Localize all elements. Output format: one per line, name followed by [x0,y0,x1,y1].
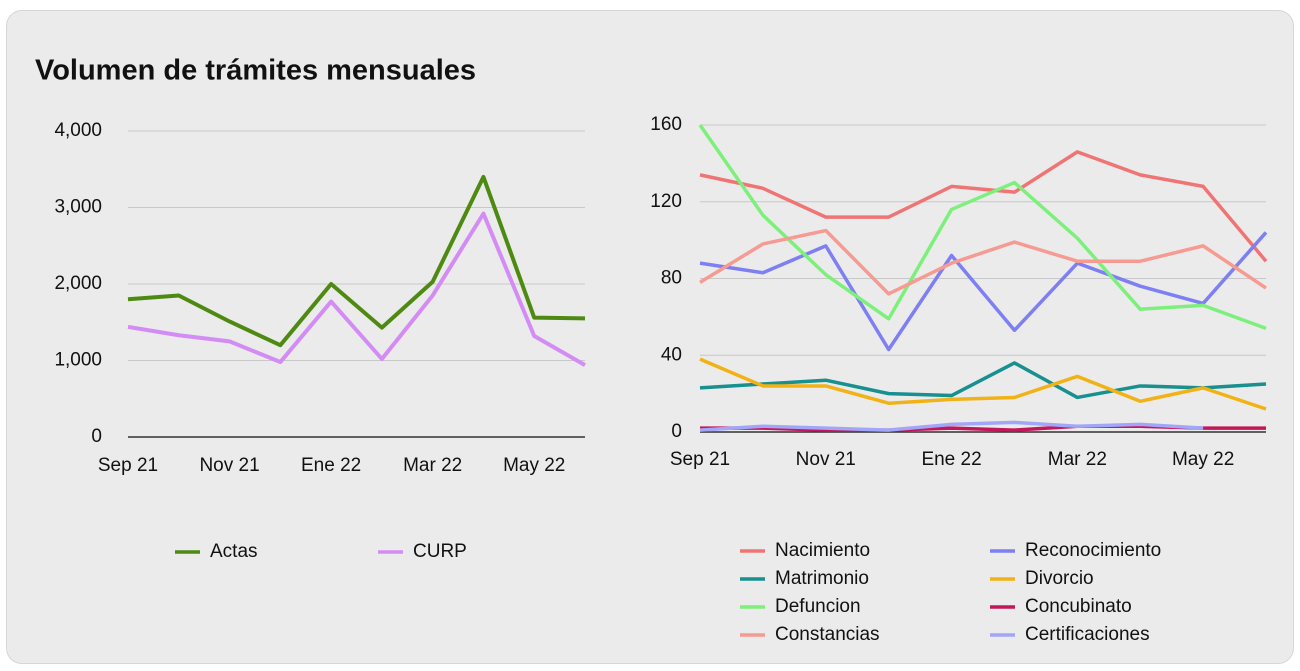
x-tick-label: Ene 22 [921,449,981,470]
x-tick-label: Ene 22 [301,455,361,476]
series-line [699,231,1268,352]
series-line [699,150,1268,263]
legend-label: Certificaciones [1025,624,1150,645]
legend-label: Actas [210,541,258,562]
x-tick-label: May 22 [1172,449,1234,470]
x-tick-label: Nov 21 [199,455,259,476]
series-line [699,420,1204,432]
legend-label: Reconocimiento [1025,540,1161,561]
x-tick-label: Sep 21 [98,455,158,476]
legend-label: CURP [413,541,467,562]
legend-label: Defuncion [775,596,861,617]
legend-label: Nacimiento [775,540,870,561]
y-tick-label: 160 [650,114,682,135]
series-line [698,123,1267,331]
series-line [127,211,586,367]
x-tick-label: Mar 22 [403,455,462,476]
page-title: Volumen de trámites mensuales [35,55,476,87]
legend-label: Constancias [775,624,880,645]
y-tick-label: 3,000 [54,197,102,218]
y-tick-label: 80 [661,268,682,289]
series-line [699,357,1267,411]
legend-label: Matrimonio [775,568,869,589]
legend-label: Concubinato [1025,596,1132,617]
series-line [699,361,1267,400]
series-line [699,228,1267,296]
dashboard-card [6,10,1294,664]
y-tick-label: 2,000 [54,273,102,294]
y-tick-label: 0 [91,426,102,447]
y-tick-label: 0 [671,421,682,442]
series-line [127,174,586,348]
y-tick-label: 120 [650,191,682,212]
y-tick-label: 1,000 [54,350,102,371]
x-tick-label: Sep 21 [670,449,730,470]
x-tick-label: May 22 [503,455,565,476]
x-tick-label: Nov 21 [796,449,856,470]
legend-label: Divorcio [1025,568,1094,589]
y-tick-label: 4,000 [54,120,102,141]
x-tick-label: Mar 22 [1048,449,1107,470]
y-tick-label: 40 [661,344,682,365]
